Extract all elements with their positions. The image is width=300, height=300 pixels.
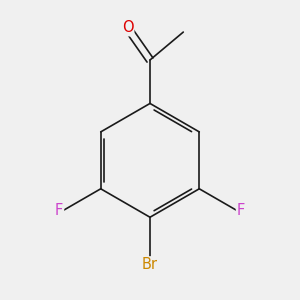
Text: F: F bbox=[55, 203, 63, 218]
Text: O: O bbox=[122, 20, 133, 35]
Text: F: F bbox=[237, 203, 245, 218]
Text: Br: Br bbox=[142, 257, 158, 272]
